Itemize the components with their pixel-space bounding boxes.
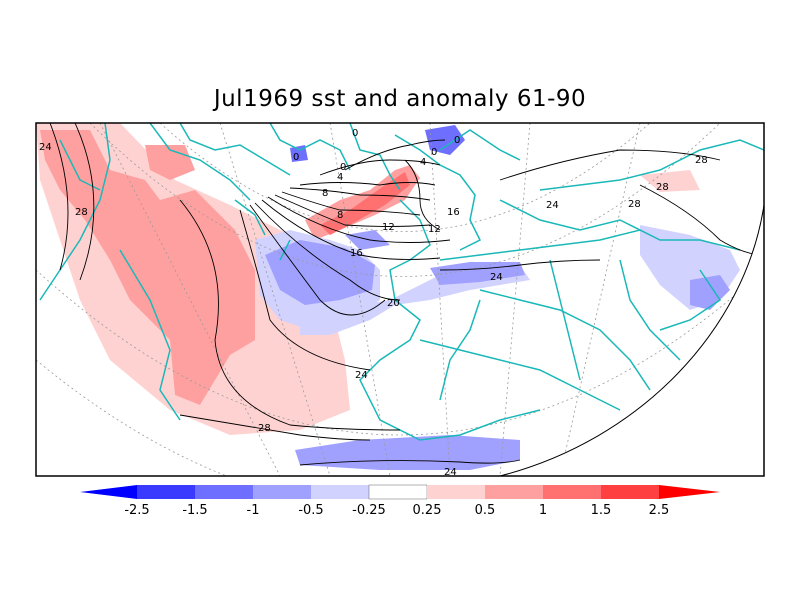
contour-labels: 24 28 28 0 0 4 0 0 0 8 4 8 12 16 16 12 2… [39,128,708,478]
contour-label: 0 [352,128,358,139]
colorbar-arrow-right [659,485,720,499]
contour-label: 24 [490,272,503,283]
contour-label: 0 [454,135,460,146]
anomaly-shading [36,123,740,470]
neg-anomaly-med [430,262,525,285]
neg-anomaly-ne-mid [690,275,730,310]
contour-label: 28 [75,207,88,218]
contour-label: 16 [350,248,363,259]
colorbar-tick: 2.5 [649,503,670,518]
colorbar-tick: -1 [247,503,260,518]
hemisphere-outline [499,204,765,477]
contour-label: 12 [382,222,395,233]
map-title: Jul1969 sst and anomaly 61-90 [213,86,587,112]
neg-anomaly-north-2 [290,145,308,162]
neg-anomaly-north-3 [345,230,390,250]
contour-label: 28 [258,423,271,434]
colorbar-box [368,484,428,500]
colorbar-tick: -0.5 [298,503,323,518]
sst-contours [49,123,764,466]
colorbar-tick: 0.25 [413,503,442,518]
contour-label: 24 [546,200,559,211]
neg-anomaly-south [295,435,520,470]
contour-label: 12 [428,224,441,235]
colorbar-tick: 1.5 [591,503,612,518]
contour-label: 4 [420,157,426,168]
contour-label: 0 [293,152,299,163]
contour-label: 8 [337,210,343,221]
colorbar-box [485,485,543,499]
pos-anomaly-scand-dark [320,172,410,235]
colorbar-tick: -2.5 [124,503,149,518]
colorbar-arrow-left [80,485,137,499]
colorbar-box [195,485,253,499]
contour-label: 16 [447,207,460,218]
coastlines [39,123,764,441]
contour-label: 28 [628,199,641,210]
map-frame [35,122,765,477]
contour-label: 28 [695,155,708,166]
contour-label: 20 [387,298,400,309]
contour-label: 24 [444,467,457,478]
contour-label: 24 [39,142,52,153]
contour-label: 4 [337,172,343,183]
contour-label: 0 [431,147,437,158]
colorbar-box [601,485,659,499]
contour-label: 28 [656,182,669,193]
colorbar-tick: 1 [539,503,547,518]
colorbar-box [427,485,485,499]
contour-label: 8 [322,188,328,199]
contour-label: 24 [355,370,368,381]
colorbar-box [311,485,369,499]
pos-anomaly-east [640,170,700,192]
contour-label: 0 [340,162,346,173]
colorbar-tick: -1.5 [182,503,207,518]
colorbar: -2.5 -1.5 -1 -0.5 -0.25 0.25 0.5 1 1.5 2… [80,484,720,518]
graticule [36,123,764,476]
colorbar-tick: -0.25 [352,503,386,518]
colorbar-box [253,485,311,499]
colorbar-tick: 0.5 [475,503,496,518]
neg-anomaly-central-mid [265,240,375,305]
colorbar-box [137,485,195,499]
colorbar-box [543,485,601,499]
